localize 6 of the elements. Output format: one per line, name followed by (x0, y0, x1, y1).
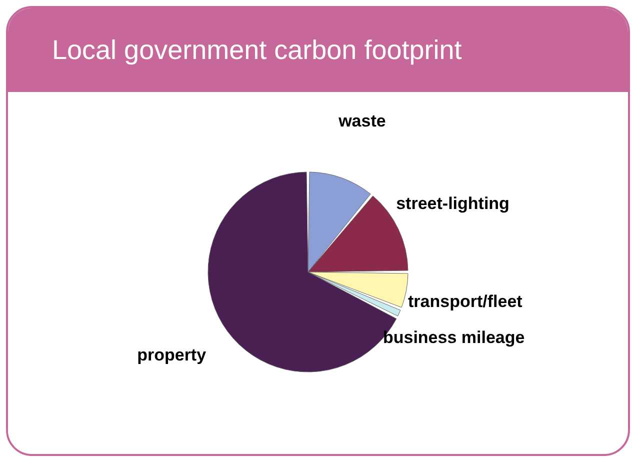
slice-label: property (137, 346, 207, 365)
chart-title: Local government carbon footprint (8, 8, 628, 92)
slice-label: waste (338, 111, 386, 130)
slice-label: street-lighting (396, 194, 510, 213)
slice-label: business mileage (382, 328, 525, 347)
slice-label: transport/fleet (408, 292, 523, 311)
